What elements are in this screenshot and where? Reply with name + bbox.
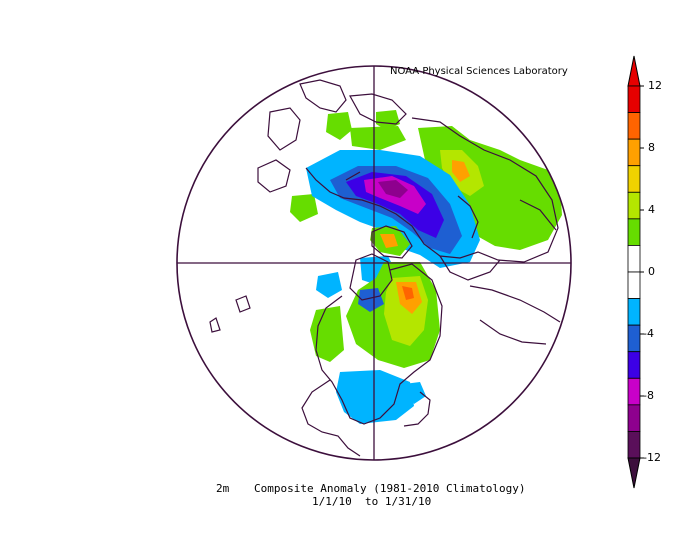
colorbar-segment <box>627 431 641 459</box>
colorbar-segment <box>627 191 641 220</box>
colorbar-segment <box>627 165 641 193</box>
colorbar-tick-label: -12 <box>643 451 661 464</box>
colorbar-segment <box>627 324 641 353</box>
colorbar-tick-label: -4 <box>643 327 654 340</box>
coastlines <box>209 79 561 457</box>
colorbar-segment <box>627 245 641 273</box>
colorbar-segment <box>627 218 641 246</box>
warm-patch-greenland-west <box>290 194 318 222</box>
warm-region-pacific <box>310 306 344 362</box>
colorbar-segment <box>627 351 641 379</box>
colorbar-segment <box>627 112 641 140</box>
colorbar-tick-label: 12 <box>648 79 662 92</box>
warm-patch-north-1 <box>326 112 352 140</box>
colorbar <box>627 55 644 489</box>
colorbar-segment <box>627 271 641 299</box>
colorbar-tick-label: 0 <box>648 265 655 278</box>
colorbar-segment <box>627 138 641 167</box>
cold-region-arctic-west <box>358 288 384 312</box>
warm-region-arctic-core <box>380 234 398 248</box>
colorbar-tick-label: 4 <box>648 203 655 216</box>
cold-region-pacific-west <box>316 272 342 298</box>
colorbar-segment <box>627 404 641 432</box>
caption-variable: 2m <box>216 482 230 495</box>
warm-patch-north-3 <box>350 126 406 150</box>
colorbar-tick-label: -8 <box>643 389 654 402</box>
cold-region-siberia-peak <box>378 180 408 198</box>
colorbar-tick-label: 8 <box>648 141 655 154</box>
colorbar-segment <box>627 85 641 113</box>
colorbar-segment <box>627 377 641 406</box>
anomaly-fields <box>290 110 562 424</box>
warm-region-canada-peak <box>402 286 414 300</box>
colorbar-bottom-arrow <box>627 457 641 489</box>
caption-date-range: 1/1/10 to 1/31/10 <box>312 495 432 508</box>
cold-region-usa <box>336 370 414 424</box>
warm-region-europe-peak <box>452 160 470 182</box>
colorbar-segment <box>627 298 641 326</box>
cold-region-usa-east <box>404 382 426 404</box>
warm-patch-north-2 <box>376 110 400 130</box>
caption-title: Composite Anomaly (1981-2010 Climatology… <box>254 482 526 495</box>
colorbar-top-arrow <box>627 55 641 87</box>
credit-label: NOAA Physical Sciences Laboratory <box>390 66 568 77</box>
